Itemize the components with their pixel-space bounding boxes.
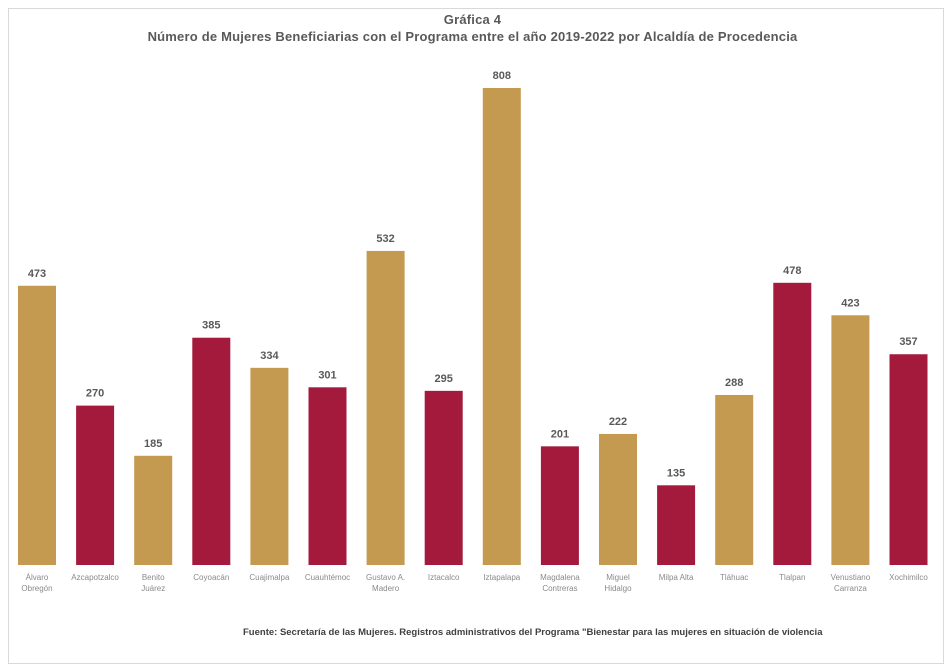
category-label: Magdalena Contreras [540, 573, 580, 593]
category-label: Benito Juárez [141, 573, 165, 593]
chart-frame [8, 8, 944, 664]
category-label: Xochimilco [889, 573, 928, 582]
bar-11 [599, 433, 637, 565]
bar-9 [482, 88, 521, 565]
bar-16 [889, 354, 928, 565]
chart-title: Gráfica 4 [443, 12, 502, 27]
bar-value-label: 808 [493, 70, 511, 82]
bar-value-label: 334 [260, 350, 279, 362]
bar-value-label: 532 [376, 233, 394, 245]
bar-value-label: 357 [899, 336, 917, 348]
category-label: Cuajimalpa [249, 573, 290, 582]
category-label: Milpa Alta [659, 573, 694, 582]
bar-5 [250, 367, 289, 565]
bar-value-label: 201 [551, 428, 569, 440]
category-label: Tláhuac [720, 573, 748, 582]
category-label: Azcapotzalco [71, 573, 119, 582]
bar-4 [192, 337, 231, 565]
category-label: Miguel Hidalgo [604, 573, 632, 593]
bar-value-label: 222 [609, 416, 627, 428]
bar-7 [366, 250, 405, 565]
category-label: Iztacalco [428, 573, 460, 582]
bar-value-label: 185 [144, 438, 162, 450]
category-label: Tlalpan [779, 573, 805, 582]
source-note: Fuente: Secretaría de las Mujeres. Regis… [243, 627, 823, 638]
category-label: Coyoacán [193, 573, 229, 582]
bar-value-label: 473 [28, 268, 46, 280]
category-label: Álvaro Obregón [21, 573, 52, 593]
bar-value-label: 288 [725, 377, 743, 389]
bar-12 [657, 485, 696, 565]
chart-subtitle: Número de Mujeres Beneficiarias con el P… [147, 29, 798, 44]
bar-6 [308, 387, 347, 565]
bar-value-label: 478 [783, 265, 801, 277]
bar-13 [715, 394, 754, 565]
chart-title-block: Gráfica 4 Número de Mujeres Beneficiaria… [0, 12, 945, 44]
bar-15 [831, 315, 870, 565]
bar-value-label: 270 [86, 388, 104, 400]
bar-2 [76, 405, 115, 565]
category-label: Gustavo A. Madero [366, 573, 405, 593]
bar-value-label: 385 [202, 320, 220, 332]
category-label: Iztapalapa [483, 573, 520, 582]
category-label: Cuauhtémoc [305, 573, 350, 582]
bar-10 [540, 446, 579, 565]
bar-value-label: 295 [435, 373, 453, 385]
bar-14 [773, 282, 812, 565]
bar-value-label: 423 [841, 297, 859, 309]
bar-1 [18, 285, 56, 565]
bar-value-label: 301 [318, 369, 336, 381]
bar-3 [134, 455, 173, 565]
category-label: Venustiano Carranza [831, 573, 871, 593]
bar-8 [424, 390, 463, 565]
bar-value-label: 135 [667, 467, 685, 479]
